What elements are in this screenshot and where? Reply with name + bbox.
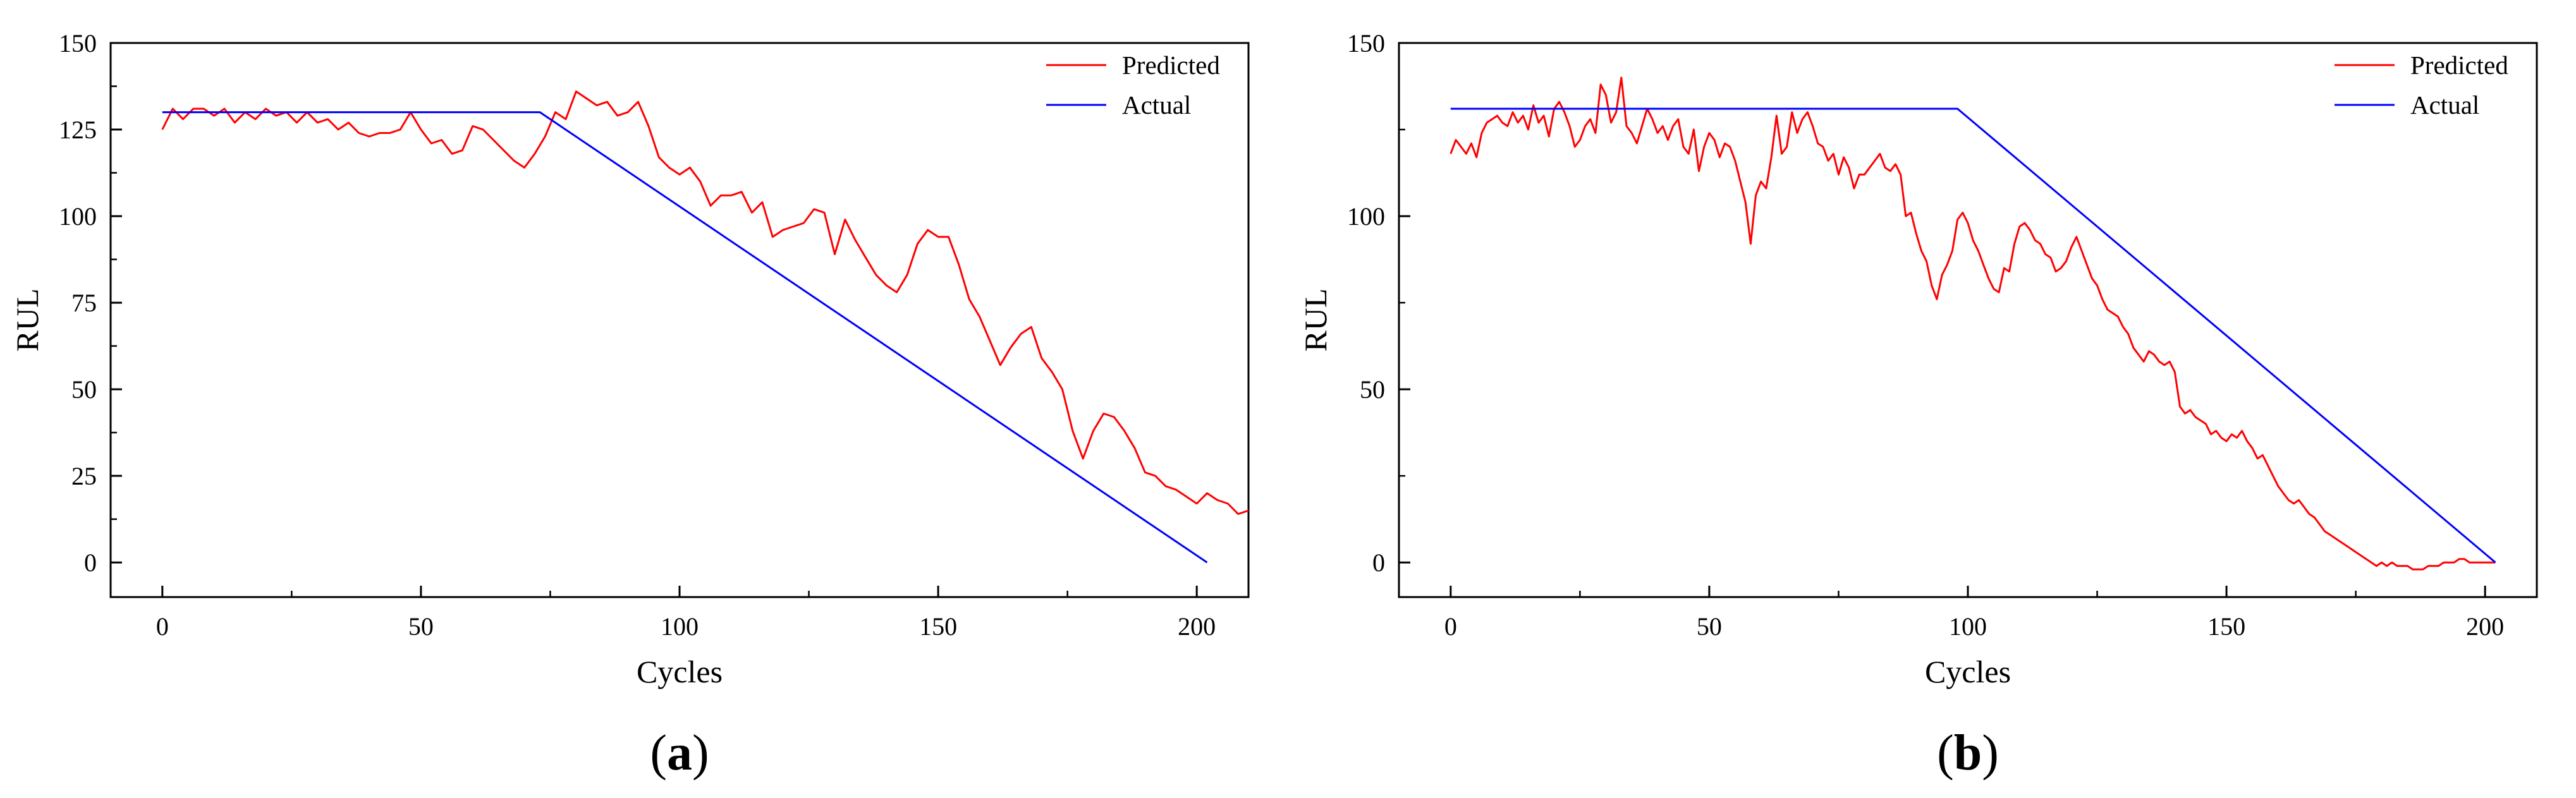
y-tick-label: 100 bbox=[59, 202, 97, 231]
x-tick-label: 100 bbox=[661, 612, 699, 641]
x-tick-label: 0 bbox=[156, 612, 169, 641]
panel-label-close-paren: ) bbox=[692, 725, 709, 781]
panel-label: (a) bbox=[650, 725, 709, 781]
panel-label-open-paren: ( bbox=[650, 725, 667, 781]
y-axis-title: RUL bbox=[1298, 289, 1333, 352]
series-line-actual bbox=[1450, 107, 2496, 564]
legend-label-actual: Actual bbox=[2410, 90, 2479, 119]
legend-label-predicted: Predicted bbox=[1122, 51, 1220, 80]
x-tick-label: 150 bbox=[2207, 612, 2245, 641]
x-tick-label: 100 bbox=[1949, 612, 1987, 641]
y-tick-label: 50 bbox=[71, 375, 97, 404]
series-line-actual bbox=[162, 111, 1208, 564]
x-tick-label: 200 bbox=[2466, 612, 2504, 641]
panel-label-letter: a bbox=[667, 725, 692, 781]
panel-label: (b) bbox=[1937, 725, 1999, 781]
plot-frame bbox=[109, 42, 1250, 598]
series-line-predicted bbox=[161, 90, 1248, 515]
x-tick-label: 200 bbox=[1178, 612, 1216, 641]
x-tick-label: 0 bbox=[1444, 612, 1457, 641]
x-axis-title: Cycles bbox=[1925, 654, 2011, 689]
panel-label-letter: b bbox=[1954, 725, 1982, 781]
chart-b: 0 50 100 150 200 0 50 100 150 Cycles RUL Predicted A… bbox=[1298, 29, 2538, 781]
legend-label-actual: Actual bbox=[1122, 90, 1191, 119]
panel-label-close-paren: ) bbox=[1982, 725, 1999, 781]
legend-label-predicted: Predicted bbox=[2410, 51, 2508, 80]
y-axis-title: RUL bbox=[9, 289, 45, 352]
y-tick-label: 125 bbox=[59, 116, 97, 144]
y-tick-label: 75 bbox=[71, 289, 97, 317]
x-tick-label: 50 bbox=[408, 612, 434, 641]
series-line-predicted bbox=[1450, 76, 2496, 571]
chart-panel-b: 0 50 100 150 200 0 50 100 150 Cycles RUL Predicted A… bbox=[1288, 0, 2576, 795]
chart-panel-a: 0 50 100 150 200 0 25 50 75 100 125 150 Cycles RUL Pre… bbox=[0, 0, 1288, 795]
y-tick-label: 100 bbox=[1347, 202, 1385, 231]
y-tick-label: 25 bbox=[71, 462, 97, 490]
y-tick-label: 0 bbox=[84, 548, 97, 577]
chart-a: 0 50 100 150 200 0 25 50 75 100 125 150 Cycles RUL Pre… bbox=[9, 29, 1250, 781]
x-axis-title: Cycles bbox=[637, 654, 723, 689]
y-tick-label: 150 bbox=[1347, 29, 1385, 57]
y-tick-label: 50 bbox=[1360, 375, 1385, 404]
panel-label-open-paren: ( bbox=[1937, 725, 1954, 781]
x-tick-label: 50 bbox=[1697, 612, 1722, 641]
y-tick-label: 150 bbox=[59, 29, 97, 57]
x-tick-label: 150 bbox=[919, 612, 957, 641]
y-tick-label: 0 bbox=[1372, 548, 1385, 577]
